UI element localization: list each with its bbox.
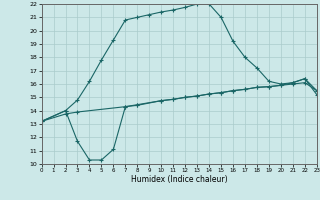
X-axis label: Humidex (Indice chaleur): Humidex (Indice chaleur) bbox=[131, 175, 228, 184]
